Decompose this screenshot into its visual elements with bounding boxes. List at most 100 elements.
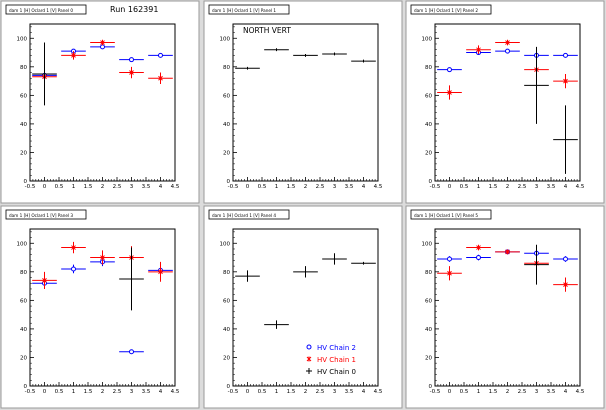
x-tick-label: 2 [506,184,510,190]
panel-title-box: dam 1 [H] Oclard 1 [V] Panel 5 [410,209,492,220]
x-tick-label: 1.5 [489,389,498,395]
x-tick-label: 4.5 [374,184,383,190]
y-tick-label: 20 [425,355,432,361]
data-point [437,67,462,73]
panel-title: dam 1 [H] Oclard 1 [V] Panel 1 [212,8,276,13]
panel-title-box: dam 1 [H] Oclard 1 [V] Panel 1 [208,4,290,15]
x-tick-label: 0 [43,389,47,395]
panel-title-box: dam 1 [H] Oclard 1 [V] Panel 4 [208,209,290,220]
data-point [524,244,549,285]
star-marker [100,40,105,46]
panel-title-box: dam 1 [H] Oclard 1 [V] Panel 2 [410,4,492,15]
x-tick-label: 3.5 [547,184,556,190]
y-tick-label: 100 [17,36,28,42]
y-tick-label: 20 [20,150,27,156]
circle-marker [129,349,134,355]
circle-marker [505,48,510,54]
data-point [148,72,173,84]
series-hv-chain-0 [524,46,578,174]
x-tick-label: 2 [304,389,308,395]
data-point [351,261,376,265]
data-point [90,250,115,265]
x-tick-label: 2 [304,184,308,190]
x-tick-label: -0.5 [228,184,239,190]
data-point [466,45,491,54]
x-tick-label: -0.5 [430,184,441,190]
x-tick-label: 0 [448,184,452,190]
series-hv-chain-0 [119,247,144,311]
legend-marker-circle [306,344,312,350]
data-point [495,48,520,54]
panel-title-frame [5,209,87,220]
panel-title: dam 1 [H] Oclard 1 [V] Panel 0 [9,8,73,13]
series-hv-chain-0 [524,244,549,285]
star-marker [447,270,452,276]
y-tick-label: 20 [223,150,230,156]
x-tick-label: 1 [72,184,76,190]
y-tick-label: 40 [425,122,432,128]
y-tick-label: 20 [223,355,230,361]
data-point [61,51,86,60]
data-point [119,247,144,311]
x-tick-label: 4 [564,184,568,190]
x-tick-label: 4 [159,184,163,190]
data-point [495,39,520,46]
data-point [119,57,144,63]
y-tick-label: 0 [429,384,433,390]
panel-background [0,205,200,409]
x-tick-label: 0.5 [460,389,469,395]
y-tick-label: 80 [425,65,432,71]
circle-marker [563,52,568,58]
data-point [524,46,549,124]
star-marker [129,70,134,76]
panel-title-frame [5,4,87,15]
data-point [322,52,347,56]
panel-title-frame [208,209,290,220]
y-tick-label: 40 [425,327,432,333]
chart-panel-4: dam 1 [H] Oclard 1 [V] Panel 4-0.5 0 0.5 1 1… [203,205,403,409]
chart-panel-2: dam 1 [H] Oclard 1 [V] Panel 2-0.5 0 0.5 1 1… [405,0,605,204]
circle-marker [447,256,452,262]
y-tick-label: 60 [425,93,432,99]
y-tick-label: 0 [227,384,231,390]
data-point [553,52,578,58]
x-tick-label: 1 [477,184,481,190]
data-point [437,256,462,262]
x-tick-label: 2 [101,184,105,190]
chart-panel-3: dam 1 [H] Oclard 1 [V] Panel 3-0.5 0 0.5 1 1… [0,205,200,409]
data-point [61,241,86,254]
star-marker [447,90,452,96]
x-tick-label: 4 [159,389,163,395]
data-point [293,53,318,57]
data-point [322,253,347,265]
star-marker [42,277,47,283]
legend-marker-plus [306,368,312,374]
star-marker [158,269,163,275]
y-tick-label: 20 [425,150,432,156]
x-tick-label: 3 [333,184,337,190]
chart-panel-5: dam 1 [H] Oclard 1 [V] Panel 5-0.5 0 0.5 1 1… [405,205,605,409]
legend: HV Chain 2 HV Chain 1 HV Chain 0 [306,344,356,376]
panel-title: dam 1 [H] Oclard 1 [V] Panel 2 [414,8,478,13]
series-hv-chain-0 [235,48,376,70]
star-marker [71,245,76,251]
series-hv-chain-0 [32,42,57,106]
x-tick-label: -0.5 [25,389,36,395]
data-point [437,266,462,281]
x-tick-label: -0.5 [430,389,441,395]
y-tick-label: 100 [422,241,433,247]
star-marker [100,255,105,261]
y-tick-label: 100 [220,36,231,42]
data-point [90,44,115,50]
x-tick-label: 1.5 [287,184,296,190]
legend-marker-star [306,356,312,362]
x-tick-label: 3.5 [142,389,151,395]
data-point [119,66,144,79]
y-tick-label: 60 [223,93,230,99]
data-point [32,42,57,106]
data-point [553,256,578,262]
y-tick-label: 100 [422,36,433,42]
x-tick-label: 3.5 [345,389,354,395]
circle-marker [476,255,481,261]
y-tick-label: 40 [223,122,230,128]
